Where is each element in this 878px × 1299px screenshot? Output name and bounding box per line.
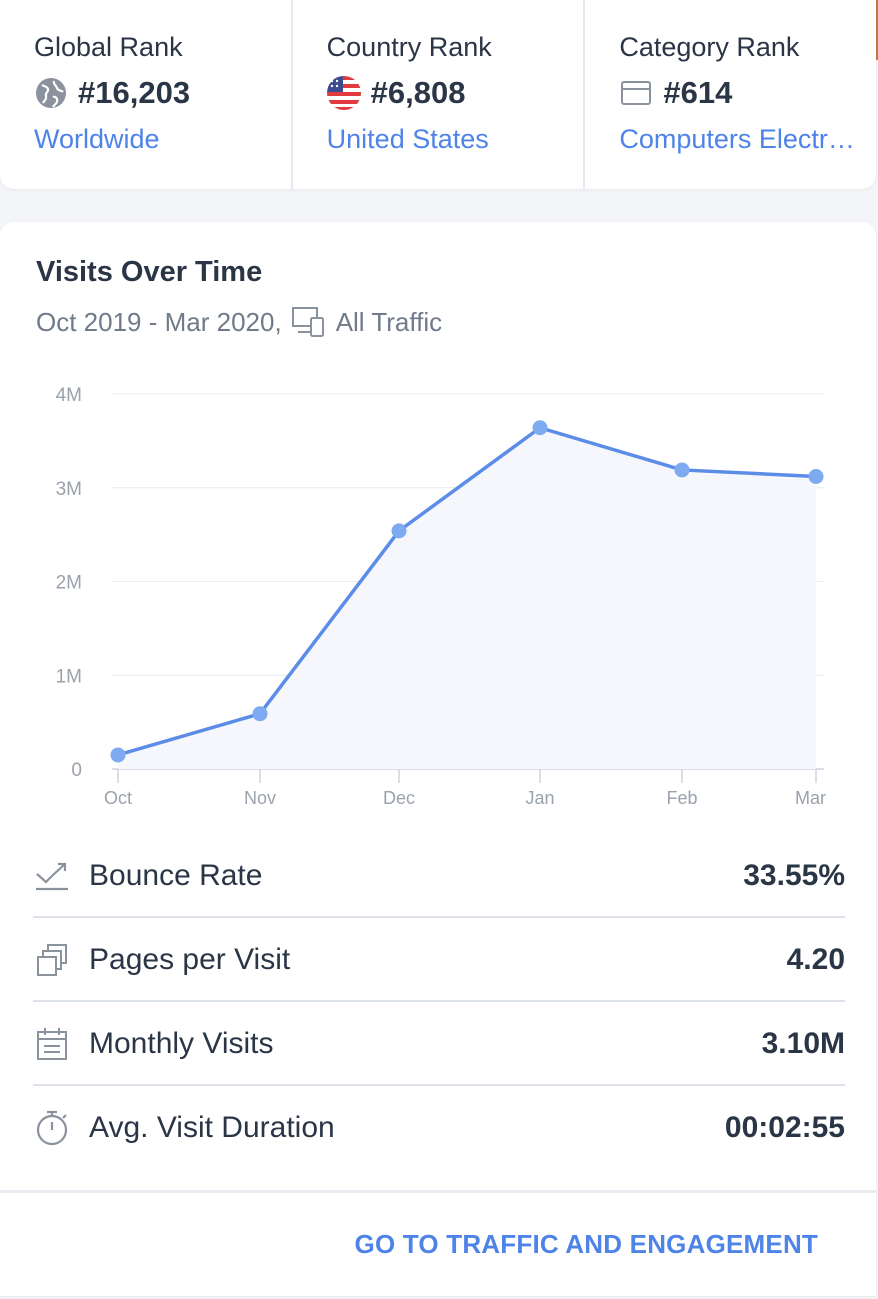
visits-title: Visits Over Time [36,256,263,288]
metric-value: 00:02:55 [724,1111,845,1144]
category-link[interactable]: Computers Electr… [619,124,855,154]
data-point [110,747,126,763]
calendar-icon [33,1025,71,1063]
metric-pages-per-visit: Pages per Visit 4.20 [33,920,845,1002]
global-rank-value: #16,203 [78,75,191,110]
visits-subtitle: Oct 2019 - Mar 2020, All Traffic [36,306,442,338]
metric-avg-visit-duration: Avg. Visit Duration 00:02:55 [33,1088,845,1168]
x-tick-label: Mar [795,788,826,808]
metric-value: 33.55% [743,859,845,892]
pages-icon [33,941,71,979]
data-point [532,420,548,436]
metric-value: 4.20 [786,943,845,976]
country-rank: Country Rank [290,0,584,189]
category-rank-title: Category Rank [619,32,800,62]
traffic-card: Visits Over Time Oct 2019 - Mar 2020, Al… [0,222,876,1296]
ranks-card: Global Rank #16,203 Worldwide Country Ra… [0,0,876,189]
date-range: Oct 2019 - Mar 2020, [36,306,282,337]
us-flag-icon [326,76,361,110]
category-icon [619,76,653,110]
x-tick-label: Feb [666,788,697,808]
metric-label: Avg. Visit Duration [89,1111,335,1144]
y-tick-label: 4M [56,385,82,406]
y-tick-label: 2M [56,573,82,594]
category-rank-value: #614 [663,75,733,110]
x-tick-label: Nov [244,788,276,808]
metric-value: 3.10M [761,1027,845,1060]
globe-icon [34,76,68,110]
devices-icon [291,306,326,338]
metric-label: Monthly Visits [89,1027,274,1060]
stopwatch-icon [33,1109,71,1147]
data-point [252,706,268,722]
united-states-link[interactable]: United States [326,124,489,154]
country-rank-value: #6,808 [370,75,466,110]
card-footer: GO TO TRAFFIC AND ENGAGEMENT [0,1190,876,1299]
x-tick-label: Oct [104,788,132,808]
metric-monthly-visits: Monthly Visits 3.10M [33,1004,845,1086]
category-rank: Category Rank #614 Computers Electr… [583,0,876,189]
x-tick-label: Jan [525,788,554,808]
y-tick-label: 3M [56,479,82,500]
go-to-traffic-engagement-link[interactable]: GO TO TRAFFIC AND ENGAGEMENT [354,1229,818,1259]
traffic-type: All Traffic [335,306,443,337]
bounce-rate-icon [33,857,71,895]
global-rank: Global Rank #16,203 Worldwide [0,0,291,189]
data-point [808,469,824,484]
worldwide-link[interactable]: Worldwide [34,124,160,154]
y-tick-label: 1M [56,666,82,687]
global-rank-title: Global Rank [34,32,183,62]
metric-label: Pages per Visit [89,943,291,976]
series-line [117,426,817,757]
metric-label: Bounce Rate [89,859,263,892]
data-point [674,462,690,478]
metric-bounce-rate: Bounce Rate 33.55% [33,836,845,918]
y-tick-label: 0 [71,760,82,781]
x-tick-label: Dec [383,788,415,808]
area-fill [118,427,816,769]
data-point [391,523,407,539]
visits-chart: 0 1M 2M 3M 4M Oct Nov Dec Jan Feb Mar [56,385,826,808]
country-rank-title: Country Rank [326,32,492,62]
metrics-list: Bounce Rate 33.55% Pages per Visit 4.20 [33,834,845,1168]
